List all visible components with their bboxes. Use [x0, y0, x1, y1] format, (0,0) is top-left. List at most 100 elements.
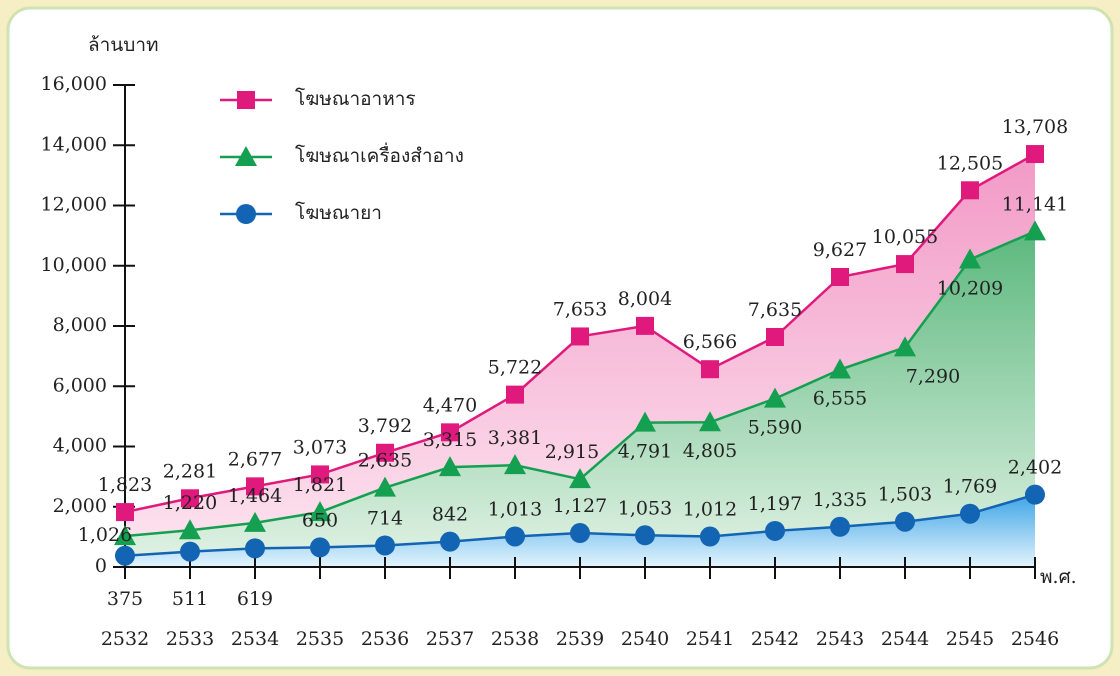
- marker: [1024, 220, 1046, 241]
- y-tick-label: 0: [95, 555, 107, 577]
- x-tick-label: 2537: [426, 628, 474, 650]
- value-label: 1,823: [98, 474, 152, 496]
- marker: [235, 146, 257, 166]
- value-label: 3,315: [423, 429, 477, 451]
- marker: [765, 520, 785, 541]
- value-label: 842: [432, 504, 468, 526]
- marker: [506, 385, 524, 404]
- marker: [700, 526, 720, 547]
- marker: [441, 423, 459, 442]
- marker: [635, 525, 655, 546]
- value-label: 2,915: [545, 441, 599, 463]
- marker: [895, 511, 915, 532]
- value-label: 12,505: [937, 152, 1003, 174]
- marker: [960, 503, 980, 524]
- x-tick-label: 2543: [816, 628, 864, 650]
- marker: [1025, 484, 1045, 505]
- marker: [961, 181, 979, 200]
- value-label: 1,464: [228, 485, 282, 507]
- marker: [180, 541, 200, 562]
- x-tick-label: 2538: [491, 628, 539, 650]
- value-label: 1,335: [813, 489, 867, 511]
- legend-label: โฆษณาอาหาร: [295, 87, 416, 110]
- value-label: 5,590: [748, 417, 802, 439]
- value-label: 1,127: [553, 495, 607, 517]
- y-tick-label: 14,000: [41, 133, 107, 155]
- x-axis-label: พ.ศ.: [1040, 566, 1077, 588]
- value-label: 1,503: [878, 484, 932, 506]
- marker: [570, 523, 590, 544]
- marker: [896, 255, 914, 274]
- marker: [245, 538, 265, 559]
- value-label: 1,013: [488, 498, 542, 520]
- value-label: 4,805: [683, 440, 737, 462]
- x-tick-label: 2545: [946, 628, 994, 650]
- value-label: 13,708: [1002, 116, 1068, 138]
- value-label: 8,004: [618, 288, 672, 310]
- marker: [894, 336, 916, 357]
- marker: [504, 454, 526, 475]
- marker: [440, 531, 460, 552]
- value-label: 1,012: [683, 499, 737, 521]
- marker: [569, 468, 591, 489]
- x-tick-label: 2535: [296, 628, 344, 650]
- marker: [699, 411, 721, 432]
- marker: [116, 503, 134, 522]
- marker: [375, 535, 395, 556]
- marker: [181, 489, 199, 508]
- marker: [701, 360, 719, 379]
- value-label: 619: [237, 588, 273, 610]
- marker: [237, 91, 255, 109]
- marker: [766, 327, 784, 346]
- area: [125, 494, 1035, 567]
- marker: [236, 204, 256, 224]
- x-tick-label: 2540: [621, 628, 669, 650]
- y-tick-label: 10,000: [41, 254, 107, 276]
- value-label: 2,677: [228, 448, 282, 470]
- value-label: 10,209: [937, 277, 1003, 299]
- x-tick-label: 2546: [1011, 628, 1059, 650]
- marker: [114, 525, 136, 546]
- marker: [115, 545, 135, 566]
- value-label: 1,220: [163, 492, 217, 514]
- value-label: 3,381: [488, 427, 542, 449]
- x-tick-label: 2542: [751, 628, 799, 650]
- marker: [829, 358, 851, 379]
- value-label: 6,566: [683, 331, 737, 353]
- marker: [505, 526, 525, 547]
- marker: [831, 267, 849, 286]
- y-axis-label: ล้านบาท: [88, 34, 159, 56]
- x-tick-label: 2533: [166, 628, 214, 650]
- value-label: 2,281: [163, 460, 217, 482]
- x-tick-label: 2544: [881, 628, 929, 650]
- marker: [309, 501, 331, 522]
- y-tick-label: 4,000: [53, 435, 107, 457]
- value-label: 4,791: [618, 441, 672, 463]
- marker: [1026, 145, 1044, 164]
- value-label: 511: [172, 588, 208, 610]
- marker: [310, 537, 330, 558]
- legend-label: โฆษณายา: [295, 201, 382, 224]
- marker: [636, 316, 654, 335]
- value-label: 1,053: [618, 497, 672, 519]
- x-tick-label: 2539: [556, 628, 604, 650]
- value-label: 6,555: [813, 388, 867, 410]
- value-label: 2,635: [358, 450, 412, 472]
- value-label: 9,627: [813, 239, 867, 261]
- value-label: 7,290: [906, 365, 960, 387]
- y-tick-label: 16,000: [41, 73, 107, 95]
- value-label: 714: [367, 507, 403, 529]
- x-tick-label: 2536: [361, 628, 409, 650]
- marker: [244, 511, 266, 532]
- value-label: 2,402: [1008, 457, 1062, 479]
- marker: [311, 465, 329, 484]
- marker: [246, 477, 264, 496]
- marker: [830, 516, 850, 537]
- value-label: 4,470: [423, 394, 477, 416]
- value-label: 11,141: [1002, 193, 1068, 215]
- y-tick-label: 8,000: [53, 314, 107, 336]
- value-label: 5,722: [488, 357, 542, 379]
- value-label: 1,769: [943, 476, 997, 498]
- marker: [376, 443, 394, 462]
- x-tick-label: 2534: [231, 628, 279, 650]
